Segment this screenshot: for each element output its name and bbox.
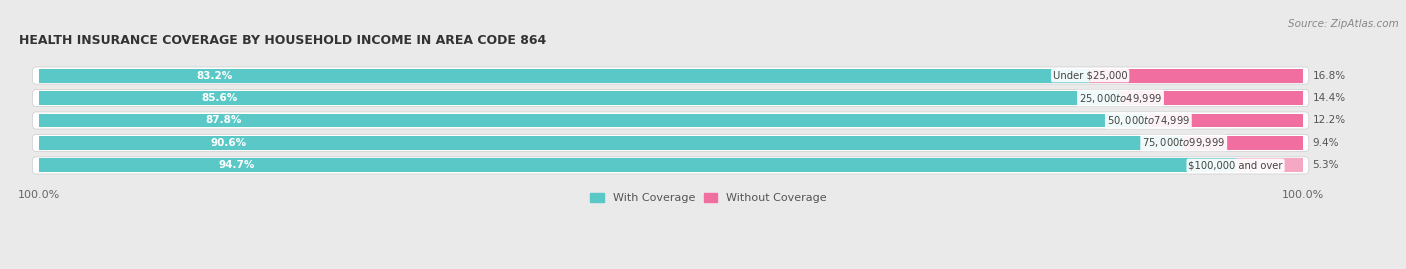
Bar <box>39 91 1121 105</box>
Bar <box>1236 158 1302 172</box>
Text: 94.7%: 94.7% <box>218 160 254 171</box>
Bar <box>39 114 1149 128</box>
Bar <box>39 69 1090 83</box>
Text: 16.8%: 16.8% <box>1313 70 1346 80</box>
Text: 12.2%: 12.2% <box>1313 115 1346 125</box>
FancyBboxPatch shape <box>32 90 1309 107</box>
FancyBboxPatch shape <box>32 67 1309 84</box>
Text: 9.4%: 9.4% <box>1313 138 1339 148</box>
Bar <box>1121 91 1302 105</box>
FancyBboxPatch shape <box>32 134 1309 151</box>
Text: 90.6%: 90.6% <box>211 138 246 148</box>
Text: $100,000 and over: $100,000 and over <box>1188 160 1282 171</box>
Text: 14.4%: 14.4% <box>1313 93 1346 103</box>
Legend: With Coverage, Without Coverage: With Coverage, Without Coverage <box>586 189 831 208</box>
Bar <box>1090 69 1302 83</box>
Text: 85.6%: 85.6% <box>201 93 238 103</box>
Bar <box>39 136 1184 150</box>
Bar <box>39 158 1236 172</box>
Text: $50,000 to $74,999: $50,000 to $74,999 <box>1107 114 1189 127</box>
Text: Source: ZipAtlas.com: Source: ZipAtlas.com <box>1288 19 1399 29</box>
Text: 5.3%: 5.3% <box>1313 160 1339 171</box>
Text: 87.8%: 87.8% <box>205 115 242 125</box>
Bar <box>1184 136 1302 150</box>
Bar <box>1149 114 1302 128</box>
Text: $75,000 to $99,999: $75,000 to $99,999 <box>1142 136 1226 150</box>
Text: HEALTH INSURANCE COVERAGE BY HOUSEHOLD INCOME IN AREA CODE 864: HEALTH INSURANCE COVERAGE BY HOUSEHOLD I… <box>20 34 547 47</box>
FancyBboxPatch shape <box>32 157 1309 174</box>
Text: 83.2%: 83.2% <box>197 70 232 80</box>
Text: Under $25,000: Under $25,000 <box>1053 70 1128 80</box>
Text: $25,000 to $49,999: $25,000 to $49,999 <box>1078 91 1163 105</box>
FancyBboxPatch shape <box>32 112 1309 129</box>
